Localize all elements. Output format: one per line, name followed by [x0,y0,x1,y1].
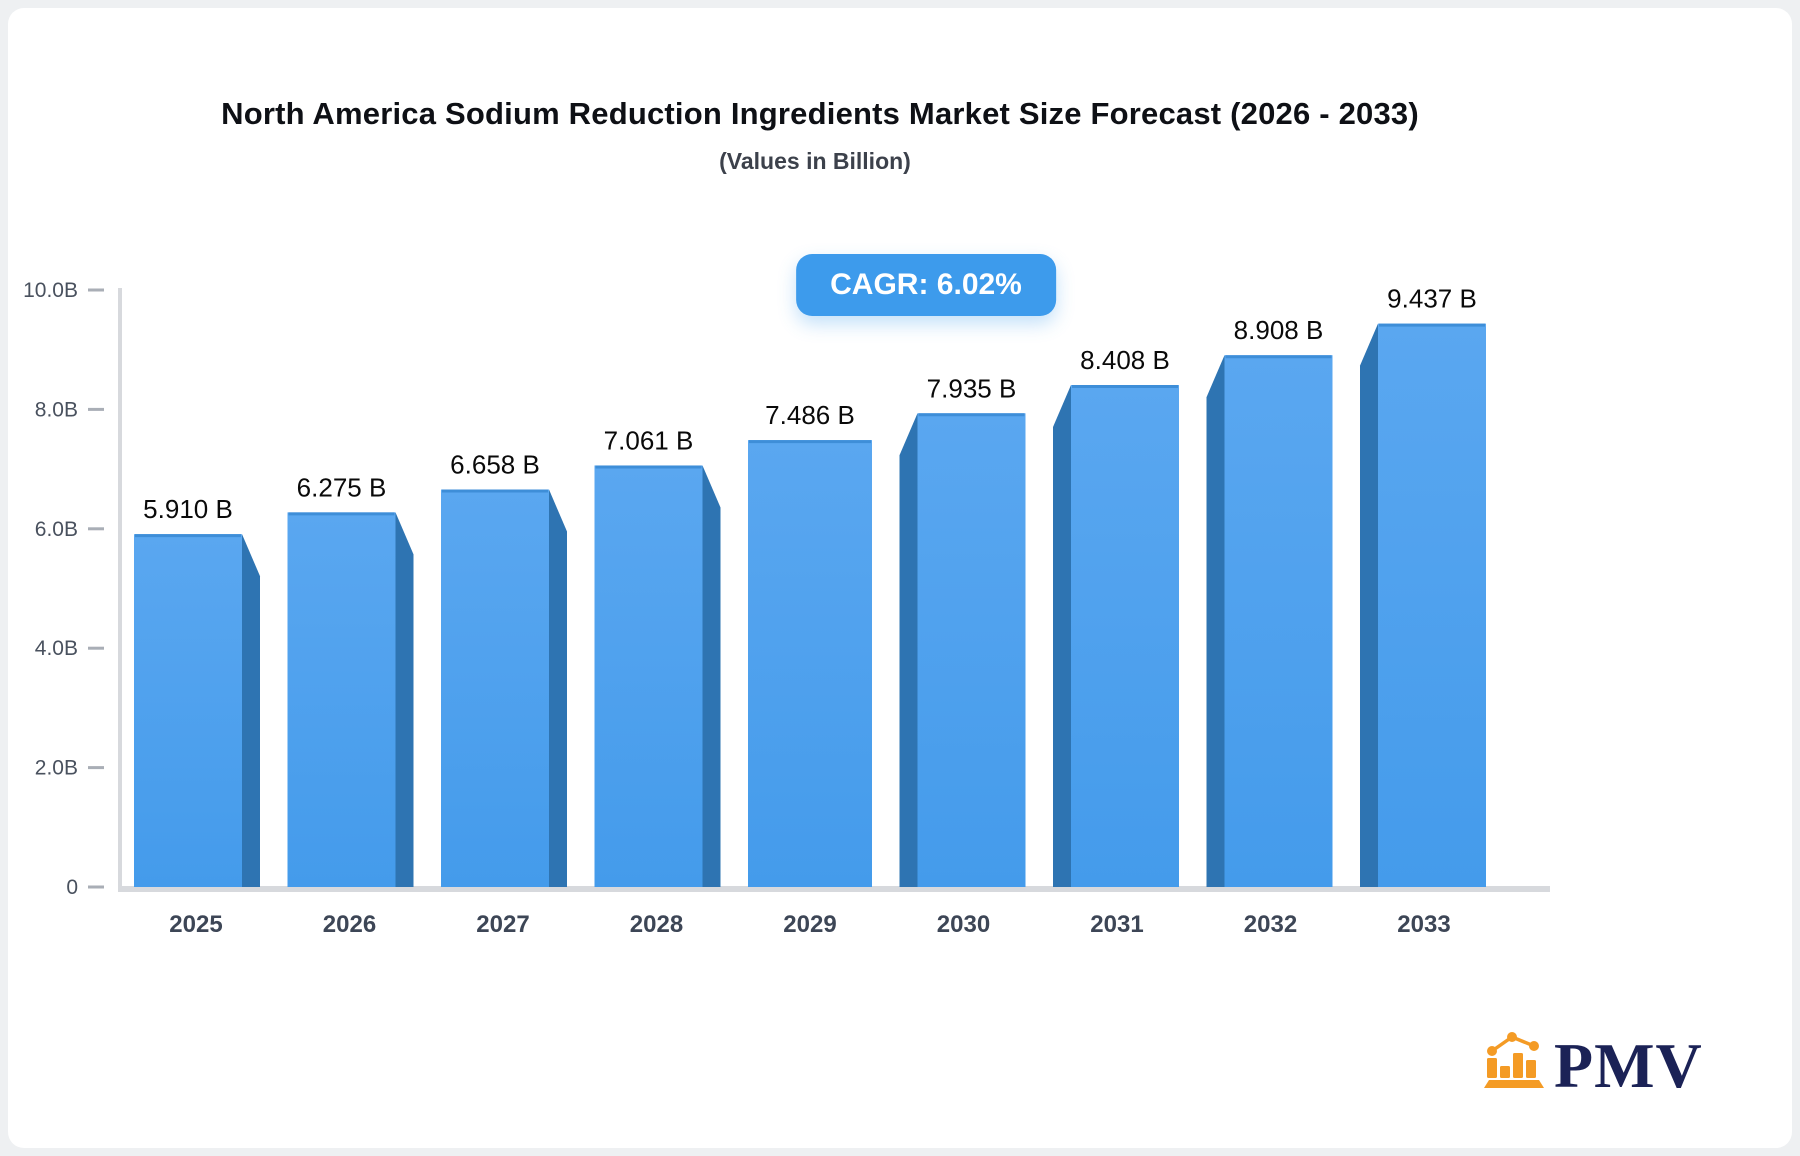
bar-side [549,489,567,887]
bar-value-label: 9.437 B [1387,284,1477,314]
bar-side [1053,385,1071,887]
bar-value-label: 6.275 B [297,472,387,502]
bar [1378,323,1486,888]
x-tick-label: 2033 [1397,911,1450,938]
y-tick-label: 8.0B [35,398,78,421]
bar-value-label: 7.486 B [765,400,855,430]
bar-side [1360,323,1378,888]
y-tick-label: 0 [66,876,78,899]
logo-base [1484,1080,1544,1088]
bar [441,489,549,887]
logo-trend-dot [1507,1032,1517,1042]
page-subtitle: (Values in Billion) [719,148,911,174]
x-tick-label: 2027 [476,911,529,938]
bar-value-label: 8.408 B [1080,345,1170,375]
logo-trend-dot [1487,1046,1497,1056]
bar-value-label: 7.935 B [927,373,1017,403]
y-tick-label: 10.0B [23,279,78,302]
logo-bar [1500,1066,1510,1078]
bar-value-label: 7.061 B [604,425,694,455]
y-tick-label: 2.0B [35,757,78,780]
bar [1224,355,1333,888]
pmv-logo-icon [1484,1032,1544,1088]
x-tick-label: 2032 [1244,911,1297,938]
logo-trend-dot [1529,1041,1539,1051]
bar [594,465,703,887]
logo-bar [1526,1060,1536,1078]
x-tick-label: 2030 [937,911,990,938]
bar [748,440,872,887]
y-tick-label: 4.0B [35,637,78,660]
logo-bar [1513,1053,1523,1078]
bar [287,512,396,887]
bar-side [702,465,721,887]
bar-value-label: 8.908 B [1234,315,1324,345]
pmv-logo-text: PMV [1554,1029,1703,1101]
bar-side [395,512,414,887]
bar-value-label: 5.910 B [143,494,233,524]
page-title: North America Sodium Reduction Ingredien… [221,96,1419,131]
bar-side [1206,355,1225,888]
bar-side [899,413,918,887]
x-tick-label: 2029 [783,911,836,938]
x-tick-label: 2025 [169,911,222,938]
bar-value-label: 6.658 B [450,450,540,480]
x-tick-label: 2028 [630,911,683,938]
bar [917,413,1026,887]
cagr-badge: CAGR: 6.02% [796,254,1056,316]
pmv-logo: PMV [1482,1028,1703,1101]
bar-side [242,534,260,887]
bar [1071,385,1179,887]
logo-bar [1487,1058,1497,1078]
x-tick-label: 2026 [323,911,376,938]
y-tick-label: 6.0B [35,518,78,541]
bar [134,534,242,887]
x-tick-label: 2031 [1090,911,1143,938]
